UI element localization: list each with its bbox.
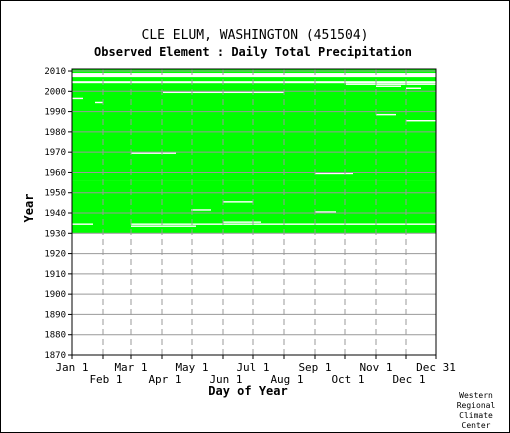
observed-block: [72, 77, 436, 82]
missing-segment: [72, 97, 83, 100]
missing-segment: [131, 225, 196, 227]
y-tick-label: 2000: [44, 87, 66, 97]
missing-segment: [315, 211, 336, 213]
missing-segment: [346, 83, 436, 85]
y-tick-label: 1880: [44, 331, 66, 341]
x-tick-label: Nov 1: [359, 361, 392, 374]
missing-segment: [376, 113, 396, 116]
y-tick-label: 1960: [44, 168, 66, 178]
missing-segment: [315, 172, 353, 175]
x-tick-label: Jan 1: [55, 361, 88, 374]
missing-segment: [131, 152, 176, 154]
y-tick-label: 2010: [44, 67, 66, 77]
x-tick-label: Dec 1: [392, 373, 425, 386]
y-tick-label: 1900: [44, 290, 66, 300]
y-axis-label: Year: [22, 194, 36, 223]
x-tick-label: Feb 1: [89, 373, 122, 386]
missing-segment: [95, 101, 103, 104]
x-tick-label: Aug 1: [270, 373, 303, 386]
missing-segment: [223, 201, 253, 203]
x-tick-label: Oct 1: [331, 373, 364, 386]
x-tick-label: Sep 1: [298, 361, 331, 374]
missing-segment: [72, 223, 93, 225]
credit-line: Center: [462, 421, 491, 430]
missing-segment: [406, 87, 421, 89]
missing-segment: [191, 209, 211, 211]
chart-subtitle: Observed Element : Daily Total Precipita…: [94, 45, 412, 59]
x-tick-label: Jun 1: [209, 373, 242, 386]
credit-line: Climate: [459, 411, 493, 420]
x-tick-label: May 1: [175, 361, 208, 374]
x-tick-label: Apr 1: [148, 373, 181, 386]
credit-line: Regional: [457, 401, 496, 410]
plot-border: [71, 68, 437, 356]
y-tick-label: 1910: [44, 270, 66, 280]
x-tick-label: Mar 1: [114, 361, 147, 374]
x-tick-label: Jul 1: [236, 361, 269, 374]
y-tick-label: 1950: [44, 189, 66, 199]
data-layer: [72, 69, 436, 234]
y-tick-label: 1930: [44, 229, 66, 239]
grid-layer: [72, 69, 436, 356]
x-tick-label: Dec 31: [416, 361, 456, 374]
chart-title: CLE ELUM, WASHINGTON (451504): [142, 28, 369, 43]
missing-segment: [406, 120, 436, 122]
y-tick-label: 1940: [44, 209, 66, 219]
missing-segment: [376, 85, 401, 87]
y-tick-label: 1990: [44, 108, 66, 118]
observed-block: [72, 180, 436, 234]
y-tick-label: 1890: [44, 310, 66, 320]
y-tick-label: 1980: [44, 128, 66, 138]
credit-line: Western: [459, 391, 493, 400]
y-tick-label: 1870: [44, 351, 66, 361]
y-tick-label: 1970: [44, 148, 66, 158]
y-tick-label: 1920: [44, 250, 66, 260]
x-axis-label: Day of Year: [208, 384, 287, 398]
missing-segment: [223, 221, 261, 223]
axis-layer: 1870 1880 1890 1900 1910 1920 1930 1940 1950 1960…: [44, 67, 456, 386]
